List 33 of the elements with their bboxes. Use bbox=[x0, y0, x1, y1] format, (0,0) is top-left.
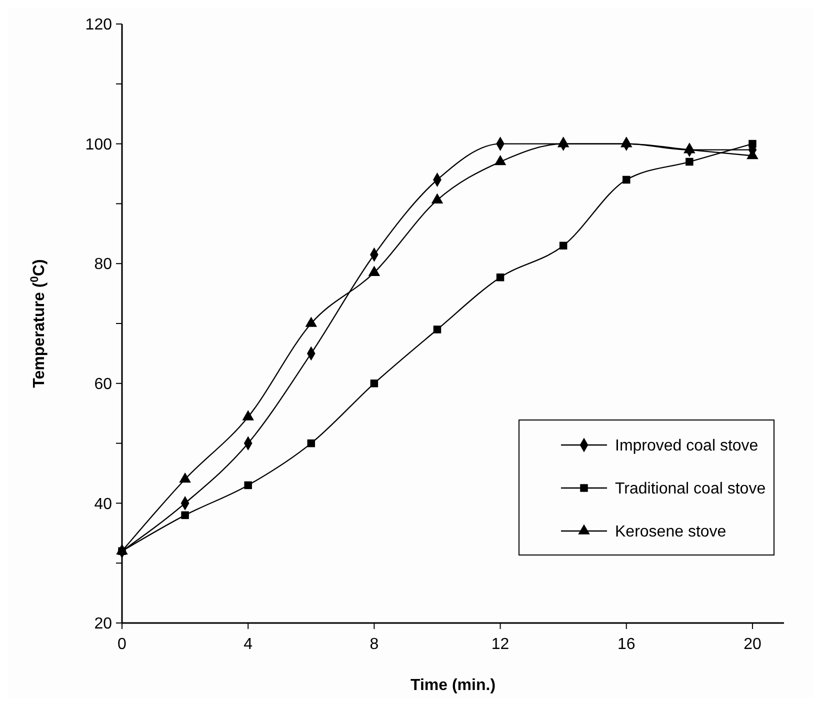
point bbox=[370, 380, 378, 388]
legend-label: Kerosene stove bbox=[615, 524, 726, 541]
point bbox=[559, 242, 568, 250]
y-tick-label: 60 bbox=[94, 376, 112, 393]
point bbox=[684, 142, 696, 154]
x-tick-label: 12 bbox=[491, 636, 510, 653]
point bbox=[305, 316, 318, 327]
point bbox=[433, 326, 442, 334]
point bbox=[307, 439, 316, 448]
x-tick-label: 4 bbox=[244, 636, 253, 653]
y-tick-label: 120 bbox=[85, 16, 112, 34]
y-tick-label: 40 bbox=[94, 496, 112, 513]
point bbox=[686, 158, 694, 166]
point bbox=[181, 511, 189, 520]
point bbox=[496, 274, 504, 282]
point bbox=[494, 154, 506, 166]
y-tick-label: 20 bbox=[94, 616, 112, 633]
point bbox=[557, 137, 570, 148]
point bbox=[368, 266, 380, 276]
point bbox=[620, 137, 632, 148]
point bbox=[244, 481, 252, 490]
point bbox=[622, 176, 630, 184]
point bbox=[748, 140, 756, 148]
point bbox=[431, 193, 444, 204]
y-tick-label: 100 bbox=[85, 136, 112, 154]
x-tick-label: 0 bbox=[118, 636, 127, 653]
x-tick-label: 16 bbox=[617, 636, 636, 653]
legend-label: Traditional coal stove bbox=[615, 480, 766, 498]
legend-label: Improved coal stove bbox=[615, 438, 758, 455]
x-tick-label: 20 bbox=[744, 636, 762, 653]
y-tick-label: 80 bbox=[94, 256, 112, 274]
x-tick-label: 8 bbox=[370, 636, 379, 653]
x-axis-title: Time (min.) bbox=[410, 677, 496, 694]
